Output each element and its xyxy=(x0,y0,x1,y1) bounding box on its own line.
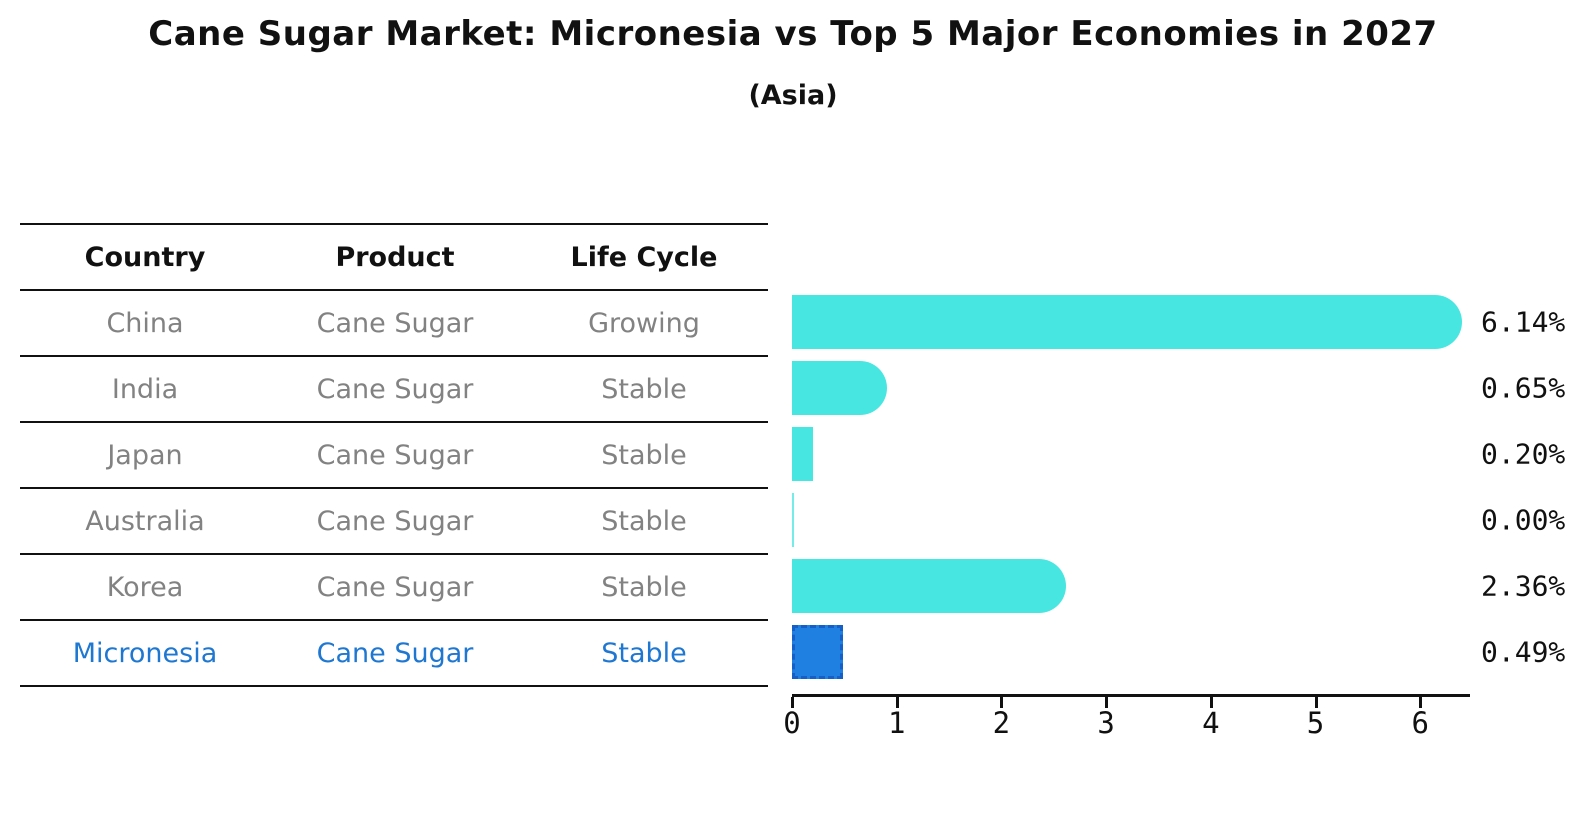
bar-korea xyxy=(792,559,1067,613)
lifecycle-cell: Stable xyxy=(601,439,687,471)
product-cell: Cane Sugar xyxy=(316,571,474,603)
table-row-korea: Korea Cane Sugar Stable xyxy=(20,555,768,621)
value-label-japan: 0.20% xyxy=(1481,437,1566,471)
x-tick-label-1: 1 xyxy=(887,706,906,740)
product-cell: Cane Sugar xyxy=(316,439,474,471)
column-header-country: Country xyxy=(84,241,206,273)
bar-micronesia xyxy=(792,625,844,679)
lifecycle-cell: Stable xyxy=(601,571,687,603)
x-tick-label-4: 4 xyxy=(1202,706,1220,740)
country-cell: Korea xyxy=(106,571,184,603)
x-tick-label-0: 0 xyxy=(783,706,801,740)
value-label-australia: 0.00% xyxy=(1481,503,1566,537)
table-header-row: Country Product Life Cycle xyxy=(20,225,768,291)
lifecycle-cell: Stable xyxy=(601,505,687,537)
x-tick-label-6: 6 xyxy=(1411,706,1429,740)
x-tick-mark-2 xyxy=(1000,697,1004,708)
x-tick-label-5: 5 xyxy=(1306,706,1325,740)
x-tick-label-2: 2 xyxy=(992,706,1011,740)
product-cell: Cane Sugar xyxy=(316,505,474,537)
country-cell: Micronesia xyxy=(72,637,218,669)
x-tick-mark-4 xyxy=(1209,697,1213,708)
bar-china xyxy=(792,295,1462,349)
chart-title: Cane Sugar Market: Micronesia vs Top 5 M… xyxy=(148,14,1438,54)
x-tick-mark-3 xyxy=(1105,697,1109,708)
product-cell: Cane Sugar xyxy=(316,307,474,339)
country-cell: India xyxy=(111,373,179,405)
product-cell: Cane Sugar xyxy=(316,637,474,669)
x-tick-mark-1 xyxy=(895,697,899,708)
column-header-lifecycle: Life Cycle xyxy=(570,241,718,273)
lifecycle-cell: Growing xyxy=(588,307,700,339)
lifecycle-cell: Stable xyxy=(601,637,687,669)
x-tick-mark-6 xyxy=(1419,697,1423,708)
value-label-china: 6.14% xyxy=(1481,305,1566,339)
column-header-product: Product xyxy=(335,241,455,273)
value-label-india: 0.65% xyxy=(1481,371,1566,405)
x-axis-line xyxy=(792,694,1470,697)
x-tick-mark-0 xyxy=(791,697,794,708)
x-tick-mark-5 xyxy=(1314,697,1318,708)
x-tick-label-3: 3 xyxy=(1097,706,1115,740)
product-cell: Cane Sugar xyxy=(316,373,474,405)
table-row-micronesia: Micronesia Cane Sugar Stable xyxy=(20,621,768,687)
table-row-australia: Australia Cane Sugar Stable xyxy=(20,489,768,555)
table-row-india: India Cane Sugar Stable xyxy=(20,357,768,423)
value-label-korea: 2.36% xyxy=(1481,569,1566,603)
value-label-micronesia: 0.49% xyxy=(1481,635,1566,669)
table-row-japan: Japan Cane Sugar Stable xyxy=(20,423,768,489)
lifecycle-cell: Stable xyxy=(601,373,687,405)
bar-japan xyxy=(792,427,813,481)
country-cell: China xyxy=(106,307,184,339)
country-cell: Australia xyxy=(85,505,205,537)
bar-australia xyxy=(792,493,794,547)
country-cell: Japan xyxy=(107,439,183,471)
bar-india xyxy=(792,361,888,415)
chart-subtitle: (Asia) xyxy=(748,80,838,111)
country-table: Country Product Life Cycle China Cane Sug… xyxy=(20,223,768,687)
table-row-china: China Cane Sugar Growing xyxy=(20,291,768,357)
